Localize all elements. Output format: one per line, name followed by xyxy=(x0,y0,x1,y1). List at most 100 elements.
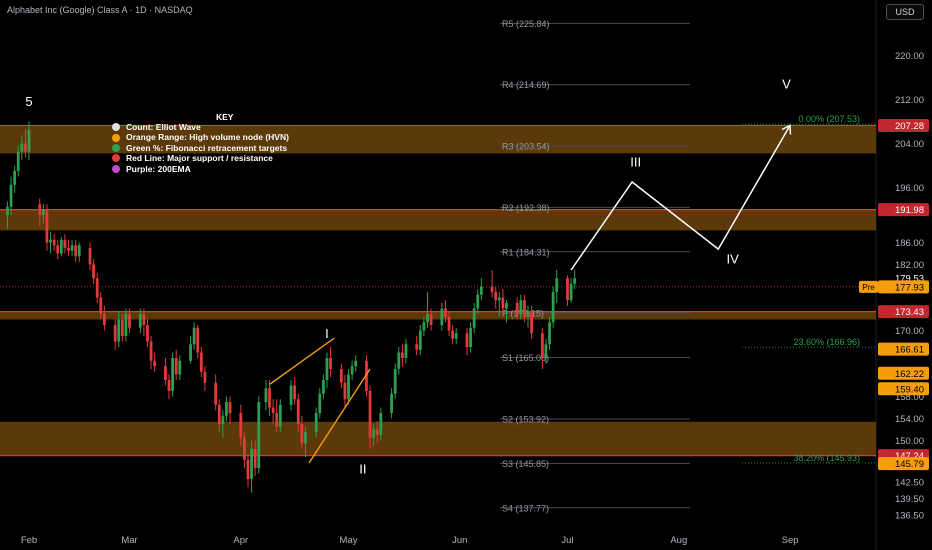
candle-body xyxy=(246,459,250,479)
fib-label: 23.60% (166.96) xyxy=(793,337,860,347)
candle-body xyxy=(379,413,383,435)
candle xyxy=(526,305,530,328)
price-label-text: 207.28 xyxy=(895,121,924,132)
candle xyxy=(171,352,174,397)
candle-body xyxy=(192,327,196,345)
price-label-box xyxy=(878,305,929,319)
candle xyxy=(117,311,121,347)
candle xyxy=(203,366,207,391)
candle-body xyxy=(164,366,167,380)
candle-body xyxy=(95,278,99,298)
candle-body xyxy=(494,292,498,301)
candle-body xyxy=(573,278,577,284)
candle-body xyxy=(325,358,329,380)
candle xyxy=(296,393,300,433)
candle xyxy=(494,286,498,309)
candle xyxy=(339,363,343,389)
candle xyxy=(38,198,42,226)
candle-body xyxy=(296,399,300,424)
candle-body xyxy=(221,415,225,424)
price-label-text: 162.22 xyxy=(895,369,924,380)
hvn-zone xyxy=(0,209,876,231)
pre-tag-box xyxy=(859,280,878,293)
legend-item: Orange Range: High volume node (HVN) xyxy=(112,132,289,142)
candle-body xyxy=(372,429,376,438)
y-tick-label: 150.00 xyxy=(895,436,924,447)
candle xyxy=(465,327,469,356)
candle-body xyxy=(469,327,472,347)
x-tick-label: Sep xyxy=(782,535,799,546)
candle-body xyxy=(56,245,60,254)
candle-body xyxy=(9,184,13,207)
x-tick-label: Mar xyxy=(121,535,137,546)
pivot-label: P (173.15) xyxy=(502,309,544,319)
candle xyxy=(501,289,505,314)
candle-body xyxy=(444,308,447,317)
candle xyxy=(354,355,358,372)
y-tick-label: 158.00 xyxy=(895,392,924,403)
legend-label: Purple: 200EMA xyxy=(126,163,191,174)
candle xyxy=(429,308,433,331)
candle xyxy=(375,421,379,444)
price-label: 159.40 xyxy=(878,382,929,396)
candle-body xyxy=(113,325,117,342)
x-tick-label: May xyxy=(340,535,358,546)
candle xyxy=(555,270,559,303)
candle-body xyxy=(415,344,419,350)
candle xyxy=(196,325,200,358)
currency-selector[interactable]: USD xyxy=(886,4,924,20)
candle xyxy=(20,135,24,160)
candle xyxy=(16,146,20,177)
candle-body xyxy=(67,248,70,251)
pivot-label: R5 (225.84) xyxy=(502,19,550,29)
candle xyxy=(400,344,404,367)
candle xyxy=(365,355,368,397)
wave-path xyxy=(570,124,791,271)
price-label-text: 173.43 xyxy=(895,307,924,318)
candle-body xyxy=(16,151,20,171)
candle-body xyxy=(225,402,228,416)
candle-body xyxy=(465,333,469,347)
candle-body xyxy=(339,369,343,383)
legend-item: Green %: Fibonacci retracement targets xyxy=(112,143,289,153)
candle-body xyxy=(88,248,92,265)
legend-dot xyxy=(112,154,120,163)
candle-body xyxy=(393,369,397,394)
candle xyxy=(515,297,519,320)
candle xyxy=(548,316,551,350)
legend-dot xyxy=(112,164,120,173)
wave-label: V xyxy=(782,77,791,92)
legend-item: Purple: 200EMA xyxy=(112,164,289,174)
candle xyxy=(120,314,124,342)
candle xyxy=(164,358,167,386)
candle-body xyxy=(171,358,174,391)
candle-body xyxy=(117,319,121,342)
candle xyxy=(52,234,56,251)
y-tick-label: 136.50 xyxy=(895,510,924,521)
legend-dot xyxy=(112,133,120,142)
candle xyxy=(304,426,307,457)
candle-body xyxy=(397,352,401,369)
x-tick-label: Aug xyxy=(670,535,687,546)
candle xyxy=(519,294,523,320)
candle xyxy=(390,388,393,419)
candle xyxy=(27,121,31,160)
candle-body xyxy=(45,209,49,243)
candle xyxy=(451,325,455,345)
candle-body xyxy=(544,344,548,358)
legend-dot xyxy=(112,123,120,132)
x-tick-label: Apr xyxy=(233,535,248,546)
candle xyxy=(293,377,297,405)
candle xyxy=(278,399,282,433)
candle xyxy=(397,347,401,375)
candle xyxy=(70,239,74,257)
candle-body xyxy=(13,171,17,185)
candle-body xyxy=(497,297,501,301)
candle xyxy=(440,303,444,331)
candle-body xyxy=(390,393,393,413)
legend-item: Count: Elliot Wave xyxy=(112,122,289,132)
candle-body xyxy=(300,424,304,444)
candle-body xyxy=(264,388,268,402)
